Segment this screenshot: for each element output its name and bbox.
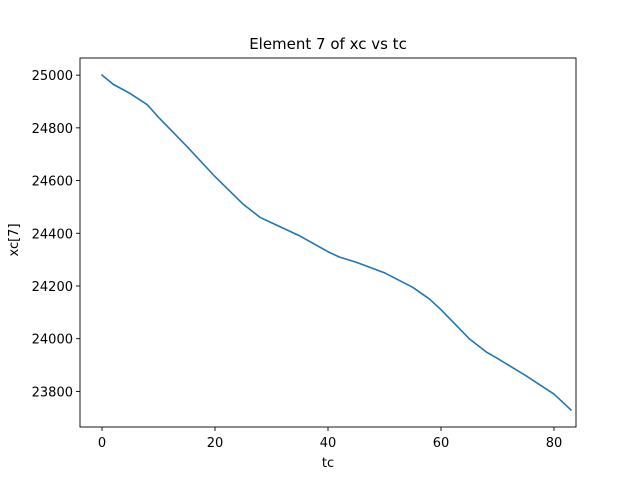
y-tick-label: 24600 bbox=[32, 175, 73, 190]
y-axis-label: xc[7] bbox=[7, 223, 22, 256]
x-tick-label: 20 bbox=[207, 436, 224, 451]
x-axis-label: tc bbox=[322, 456, 334, 471]
x-axis: 0 20 40 60 80 bbox=[98, 427, 562, 451]
y-axis: 23800 24000 24200 24400 24600 24800 25000 bbox=[32, 69, 80, 400]
y-tick-label: 24000 bbox=[32, 333, 73, 348]
x-tick-label: 80 bbox=[546, 436, 563, 451]
y-tick-label: 25000 bbox=[32, 69, 73, 84]
x-tick-label: 0 bbox=[98, 436, 106, 451]
x-tick-label: 40 bbox=[320, 436, 337, 451]
y-tick-label: 24200 bbox=[32, 280, 73, 295]
series-line bbox=[100, 74, 573, 412]
y-tick-label: 23800 bbox=[32, 385, 73, 400]
plot-area bbox=[79, 57, 577, 428]
y-tick-label: 24800 bbox=[32, 122, 73, 137]
chart-title: Element 7 of xc vs tc bbox=[249, 35, 407, 53]
x-tick-label: 60 bbox=[433, 436, 450, 451]
y-tick-label: 24400 bbox=[32, 227, 73, 242]
